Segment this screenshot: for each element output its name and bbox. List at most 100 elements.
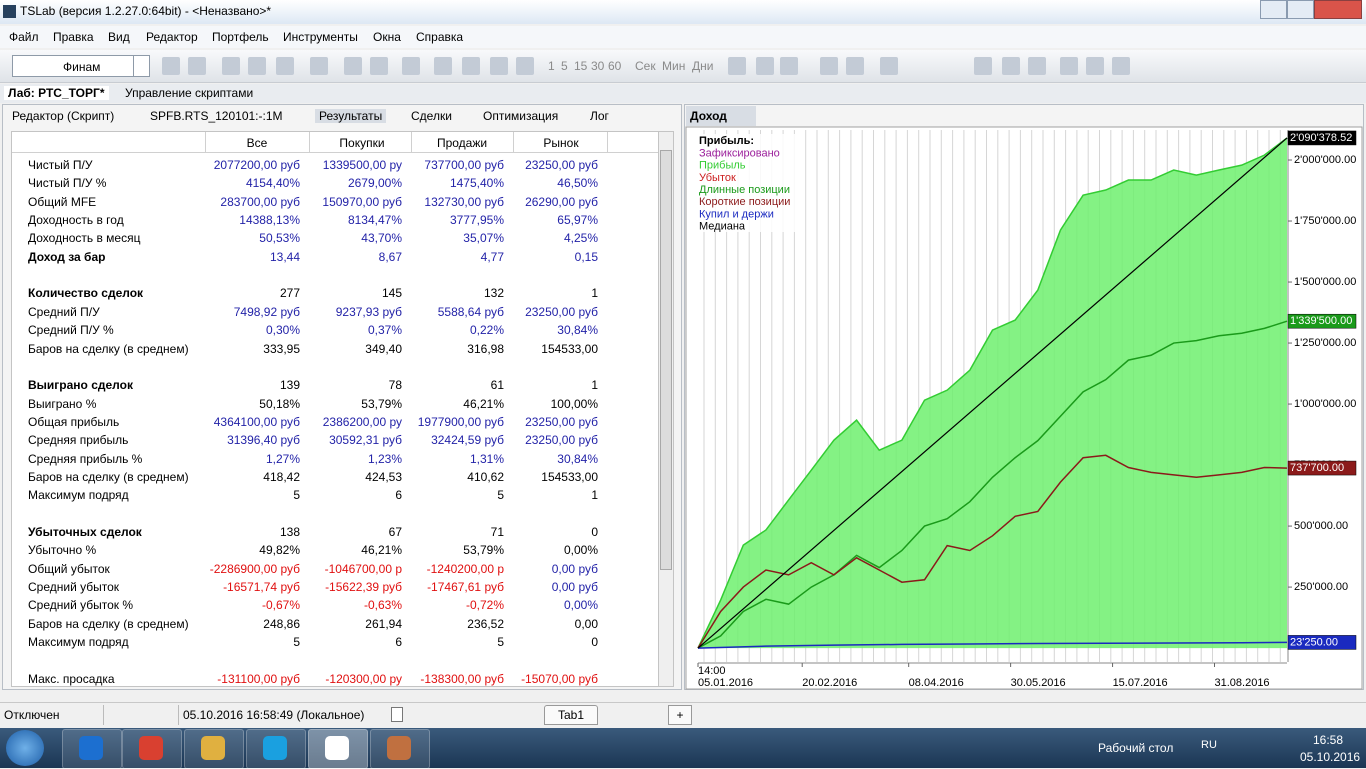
maximize-button[interactable] (1287, 0, 1314, 19)
menu-item[interactable]: Портфель (212, 30, 269, 44)
x-tick-label: 30.05.2016 (1011, 677, 1066, 689)
panel-tab[interactable]: Сделки (411, 109, 452, 123)
cell: 46,21% (463, 396, 504, 411)
menu-item[interactable]: Файл (9, 30, 39, 44)
cell: -15622,39 руб (325, 580, 402, 595)
scrollbar[interactable] (658, 131, 674, 687)
tab[interactable]: Лаб: РТС_ТОРГ* (4, 86, 109, 100)
toolbar-icon[interactable] (188, 57, 206, 75)
toolbar-icon[interactable] (434, 57, 452, 75)
toolbar-icon[interactable] (1002, 57, 1020, 75)
x-tick-label: 08.04.2016 (909, 677, 964, 689)
toolbar-icon[interactable] (248, 57, 266, 75)
column-header: Рынок (543, 136, 579, 150)
toolbar-icon[interactable] (344, 57, 362, 75)
unit-button[interactable]: Дни (692, 59, 714, 73)
legend-title: Прибыль: (699, 135, 754, 147)
cell: 0,00 (574, 616, 598, 631)
line (697, 641, 1288, 649)
cell: 23250,00 руб (525, 414, 598, 429)
toolbar-icon[interactable] (370, 57, 388, 75)
row-label: Средний убыток % (28, 598, 134, 613)
language[interactable]: RU (1201, 739, 1217, 751)
scroll-thumb[interactable] (660, 150, 672, 570)
cell: 1 (591, 286, 598, 301)
interval-button[interactable]: 30 (591, 59, 605, 73)
cell: 150970,00 руб (322, 194, 402, 209)
cell: 410,62 (467, 469, 504, 484)
clock: 05.10.2016 16:58:49 (Локальное) (183, 708, 365, 722)
cell: -2286900,00 руб (209, 561, 300, 576)
interval-button[interactable]: 60 (608, 59, 622, 73)
toolbar-icon[interactable] (756, 57, 774, 75)
cell: -15070,00 руб (521, 671, 598, 686)
add-tab[interactable]: + (668, 705, 692, 725)
toolbar-icon[interactable] (162, 57, 180, 75)
cell: -131100,00 руб (217, 671, 300, 686)
row-label: Доход за бар (28, 249, 106, 264)
toolbar-icon[interactable] (1112, 57, 1130, 75)
cell: -0,63% (363, 598, 402, 613)
toolbar-icon[interactable] (1060, 57, 1078, 75)
close-button[interactable] (1314, 0, 1362, 19)
tab[interactable]: Управление скриптами (125, 86, 254, 100)
row-label: Доходность в месяц (28, 231, 141, 246)
menu-item[interactable]: Редактор (146, 30, 198, 44)
menu-item[interactable]: Вид (108, 30, 130, 44)
menu-item[interactable]: Окна (373, 30, 401, 44)
chart-tab[interactable]: Доход (686, 106, 756, 126)
interval-button[interactable]: 15 (574, 59, 588, 73)
status-bar: Отключен 05.10.2016 16:58:49 (Локальное) T… (0, 702, 1366, 726)
tab[interactable]: Tab1 (544, 705, 598, 725)
left-panel: Редактор (Скрипт) SPFB.RTS_120101:-:1M Рез… (2, 104, 682, 690)
connector-combo[interactable]: Финам (12, 55, 150, 77)
toolbar-icon[interactable] (516, 57, 534, 75)
toolbar-icon[interactable] (880, 57, 898, 75)
cell: 0,22% (469, 323, 504, 338)
cell: 2679,00% (347, 176, 402, 191)
toolbar-icon[interactable] (846, 57, 864, 75)
toolbar-icon[interactable] (780, 57, 798, 75)
panel-tab[interactable]: Редактор (Скрипт) (12, 109, 115, 123)
menu-item[interactable]: Правка (53, 30, 94, 44)
combo-arrow[interactable] (133, 56, 149, 76)
minimize-button[interactable] (1260, 0, 1287, 19)
cell: 248,86 (263, 616, 300, 631)
row-label: Количество сделок (28, 286, 144, 301)
toolbar-icon[interactable] (1086, 57, 1104, 75)
unit-button[interactable]: Сек (635, 59, 656, 73)
toolbar-icon[interactable] (222, 57, 240, 75)
toolbar-icon[interactable] (490, 57, 508, 75)
panel-tab[interactable]: SPFB.RTS_120101:-:1M (150, 109, 283, 123)
cell: 0 (591, 635, 598, 650)
window-title: TSLab (версия 1.2.27.0:64bit) - <Неназва… (20, 4, 272, 18)
y-tick-label: 1'000'000.00 (1294, 398, 1356, 410)
cell: 139 (279, 378, 300, 393)
cell: 1475,40% (449, 176, 504, 191)
start-button[interactable] (6, 730, 44, 766)
toolbar-icon[interactable] (276, 57, 294, 75)
interval-button[interactable]: 5 (561, 59, 568, 73)
row-label: Чистый П/У % (28, 176, 107, 191)
toolbar-icon[interactable] (310, 57, 328, 75)
cell: -120300,00 ру (325, 671, 402, 686)
cell: 46,50% (557, 176, 598, 191)
toolbar-icon[interactable] (402, 57, 420, 75)
menu-item[interactable]: Справка (416, 30, 464, 44)
toolbar-icon[interactable] (820, 57, 838, 75)
toolbar-icon[interactable] (728, 57, 746, 75)
menu-item[interactable]: Инструменты (283, 30, 358, 44)
panel-tab[interactable]: Оптимизация (483, 109, 559, 123)
panel-tab[interactable]: Результаты (315, 109, 387, 123)
x-tick-label: 31.08.2016 (1215, 677, 1270, 689)
toolbar: Финам 1 5 15 30 60 Сек Мин Дни (0, 50, 1366, 83)
toolbar-icon[interactable] (974, 57, 992, 75)
unit-button[interactable]: Мин (662, 59, 686, 73)
desktop-label[interactable]: Рабочий стол (1098, 741, 1174, 755)
interval-button[interactable]: 1 (548, 59, 555, 73)
toolbar-icon[interactable] (462, 57, 480, 75)
toolbar-icon[interactable] (1028, 57, 1046, 75)
cell: 132 (483, 286, 504, 301)
column-separator (607, 132, 608, 152)
panel-tab[interactable]: Лог (590, 109, 609, 123)
